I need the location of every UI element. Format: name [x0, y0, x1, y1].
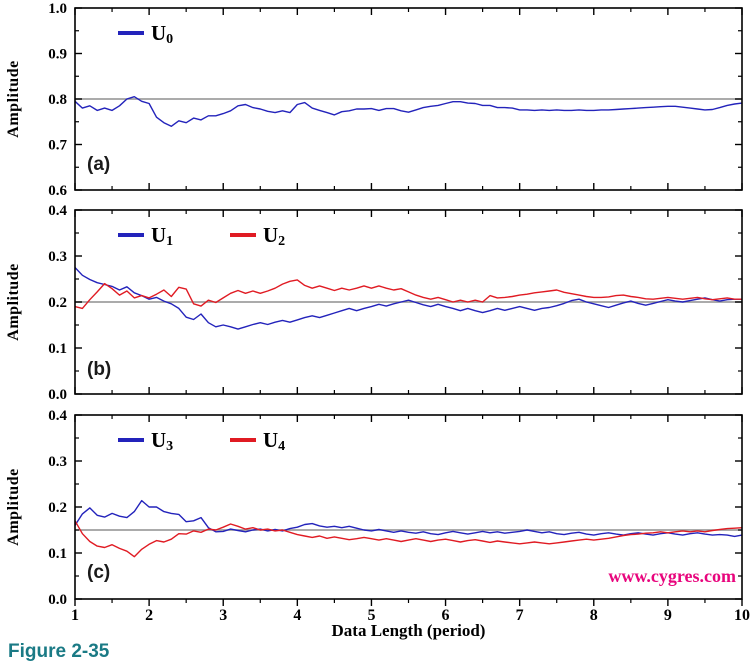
- panel-label-c: (c): [87, 562, 111, 583]
- legend-U3: U3: [118, 428, 173, 454]
- y-axis-label-a: Amplitude: [5, 60, 22, 138]
- y-tick-label: 0.4: [48, 408, 67, 424]
- series-U0-line: [74, 95, 743, 128]
- y-tick-label: 0.0: [48, 387, 67, 403]
- x-tick-label: 7: [516, 607, 524, 624]
- x-axis-label: Data Length (period): [331, 621, 486, 640]
- y-tick-label: 0.4: [48, 203, 67, 219]
- y-tick-label: 1.0: [48, 1, 67, 17]
- legend-U4: U4: [230, 428, 285, 454]
- y-tick-label: 0.2: [48, 500, 67, 516]
- y-axis-label-c: Amplitude: [5, 468, 22, 546]
- y-axis-label-b: Amplitude: [5, 263, 22, 341]
- legend-U0: U0: [118, 21, 173, 47]
- legend-label-U2: U2: [263, 223, 285, 249]
- panel-b: 0.0 0.1 0.2 0.3 0.4 U1 U2: [48, 203, 743, 403]
- legend-label-U0: U0: [151, 21, 173, 47]
- y-tick-label: 0.7: [48, 138, 67, 154]
- panel-a: 0.6 0.7 0.8 0.9 1.0 U0: [48, 1, 743, 199]
- watermark-text: www.cygres.com: [608, 566, 736, 586]
- legend-label-U1: U1: [151, 223, 173, 249]
- y-tick-label: 0.2: [48, 295, 67, 311]
- series-U1-line: [74, 267, 742, 330]
- x-tick-label: 6: [442, 607, 450, 624]
- x-tick-label: 8: [590, 607, 598, 624]
- y-tick-label: 0.6: [48, 183, 67, 199]
- y-tick-label: 0.1: [48, 341, 67, 357]
- series-U4-line: [74, 520, 743, 558]
- panel-c: 0.0 0.1 0.2 0.3 0.4 1 2 3 4 5 6 7 8 9 10 U3 U4: [48, 408, 750, 624]
- y-tick-label: 0.3: [48, 454, 67, 470]
- y-tick-label: 0.1: [48, 546, 67, 562]
- x-tick-label: 1: [71, 607, 79, 624]
- legend-U2: U2: [230, 223, 285, 249]
- x-tick-label: 3: [219, 607, 227, 624]
- figure-caption: Figure 2-35: [8, 641, 110, 662]
- x-tick-label: 5: [367, 607, 375, 624]
- x-tick-label: 4: [293, 607, 301, 624]
- y-tick-label: 0.0: [48, 592, 67, 608]
- x-tick-label: 2: [145, 607, 153, 624]
- panel-label-b: (b): [87, 359, 112, 380]
- legend-label-U4: U4: [263, 428, 285, 454]
- legend-label-U3: U3: [151, 428, 173, 454]
- y-tick-label: 0.3: [48, 249, 67, 265]
- y-tick-label: 0.9: [48, 47, 67, 63]
- x-tick-label: 9: [664, 607, 672, 624]
- series-U3-line: [74, 499, 743, 538]
- x-tick-label: 10: [734, 607, 750, 624]
- panel-label-a: (a): [87, 154, 111, 175]
- legend-U1: U1: [118, 223, 173, 249]
- series-U2-line: [74, 279, 742, 310]
- y-tick-label: 0.8: [48, 92, 67, 108]
